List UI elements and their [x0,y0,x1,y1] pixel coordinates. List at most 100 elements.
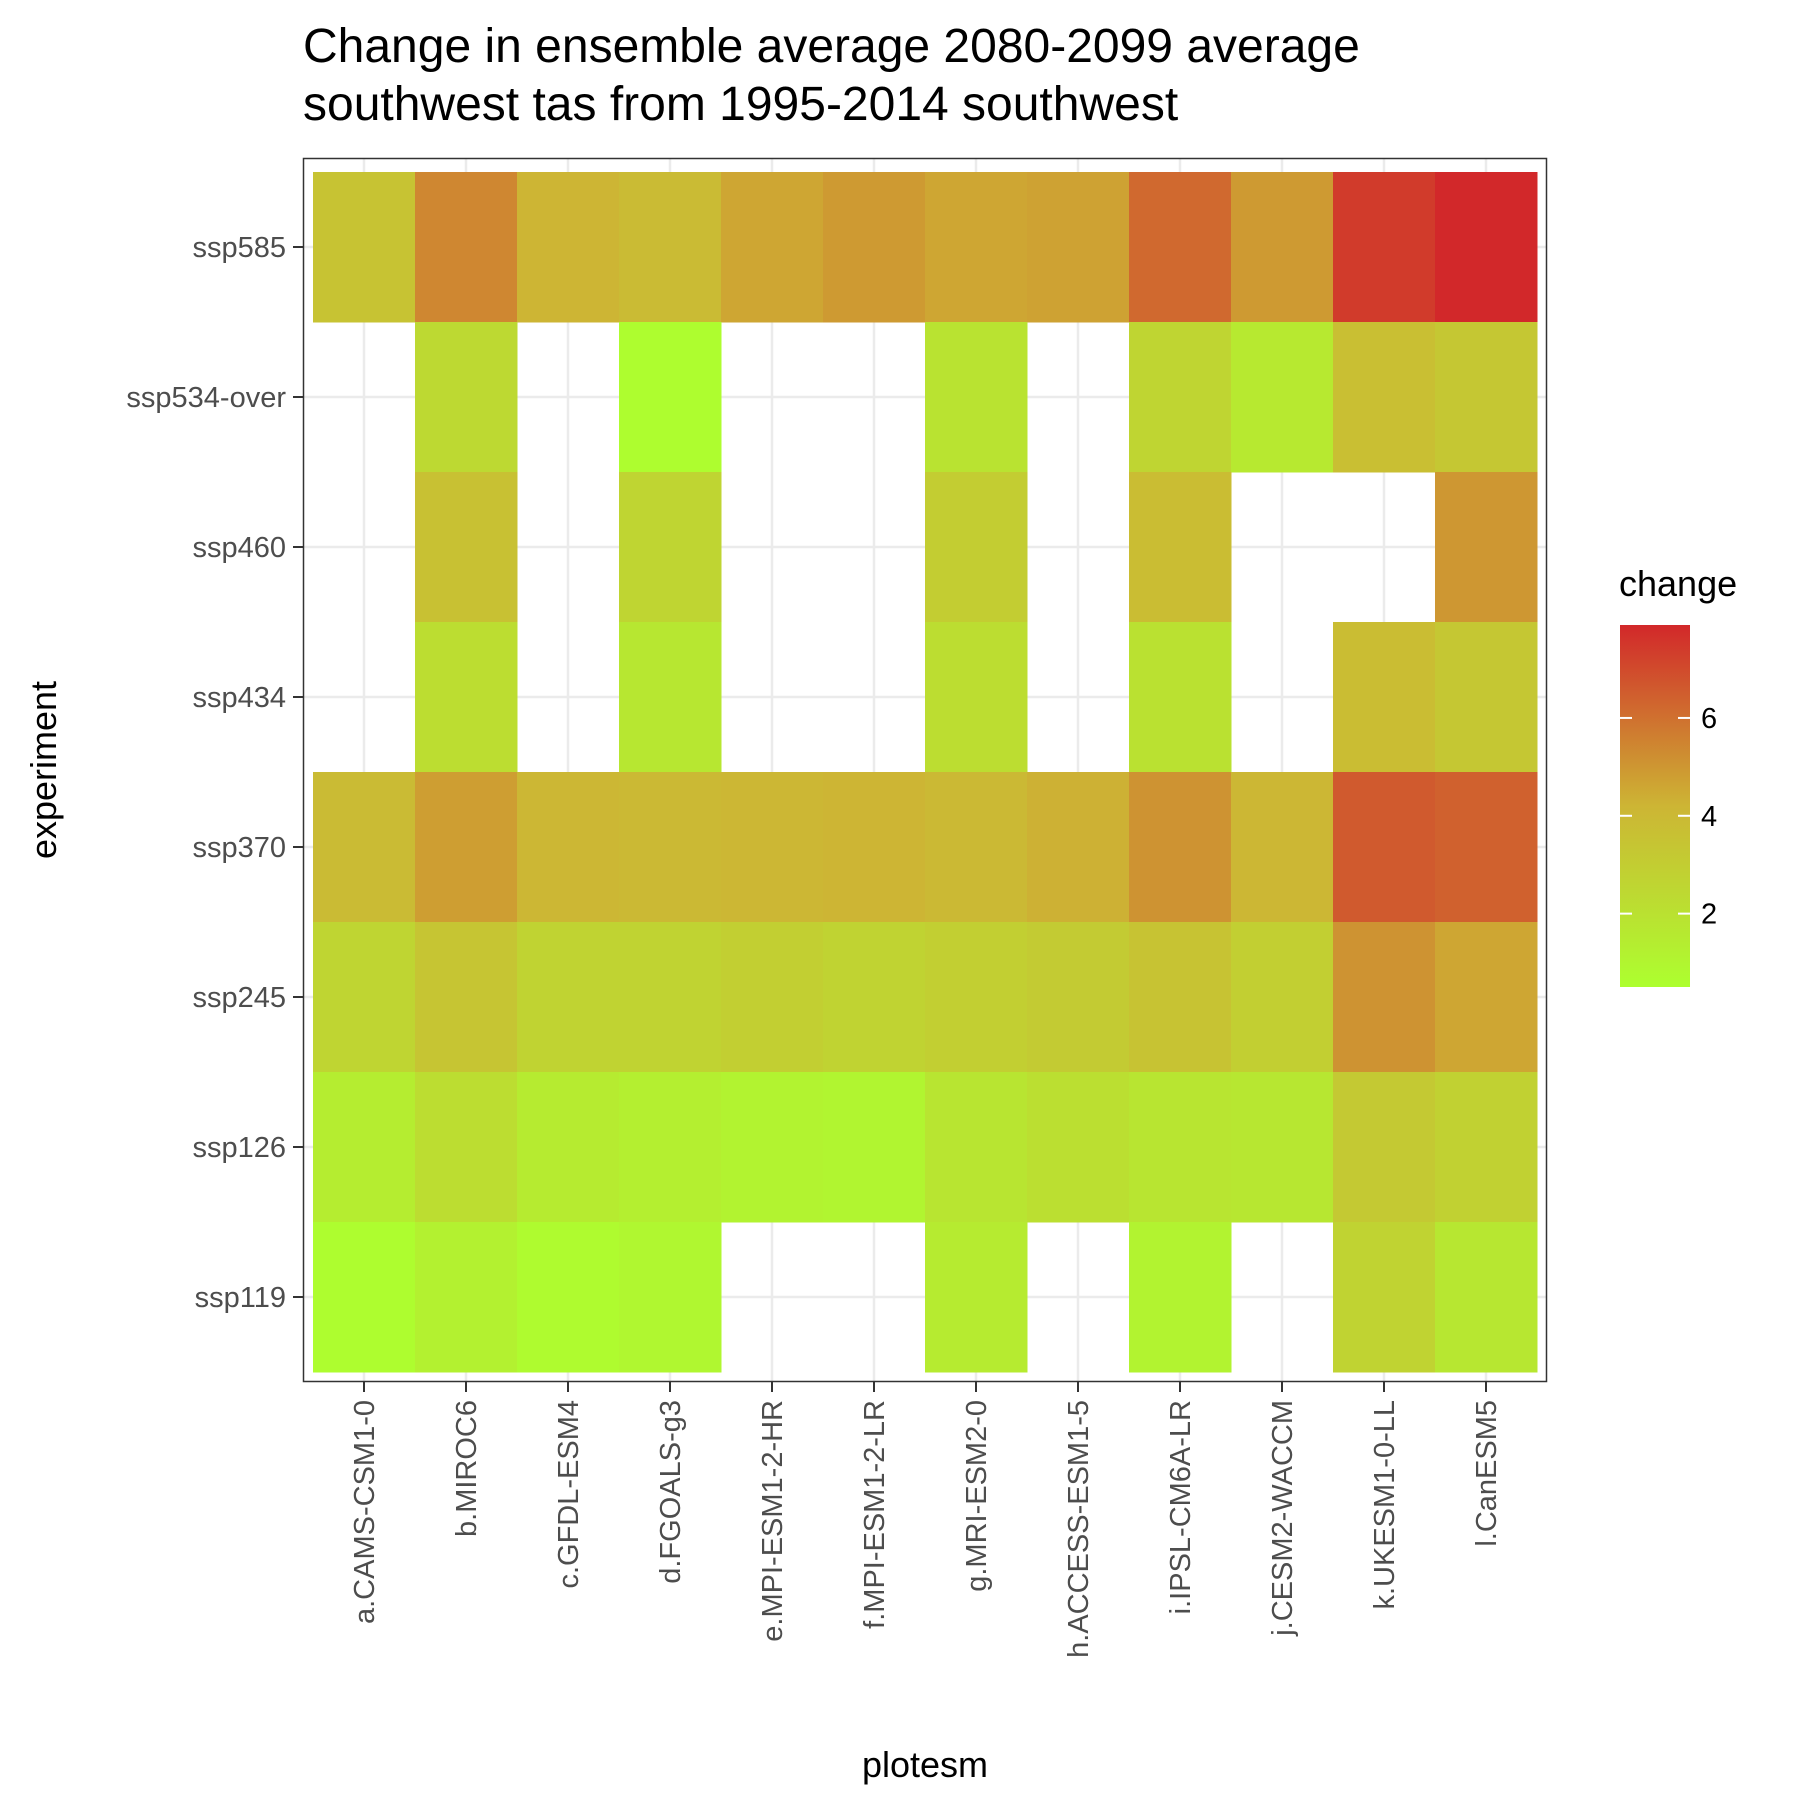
heatmap-cell [925,322,1028,473]
heatmap-cell [415,322,518,473]
heatmap-cell [721,922,824,1073]
heatmap-cell [925,922,1028,1073]
y-tick-label: ssp534-over [126,382,286,414]
x-tick-label: f.MPI-ESM1-2-LR [859,1400,891,1629]
heatmap-cell [1435,622,1538,773]
heatmap-cell [1129,1072,1232,1223]
x-tick-label: d.FGOALS-g3 [655,1400,687,1584]
heatmap-cell [313,1222,416,1373]
heatmap-cell [415,1072,518,1223]
heatmap-cell [1435,1222,1538,1373]
heatmap-cell [313,1072,416,1223]
heatmap-cell [1333,322,1436,473]
heatmap-cell [1435,922,1538,1073]
heatmap-cell [1027,772,1130,923]
legend-ticks: 2 4 6 [1620,703,1717,931]
heatmap-cell [1333,622,1436,773]
heatmap-cells [313,172,1538,1373]
chart-title-line-2: southwest tas from 1995-2014 southwest [303,78,1178,131]
y-tick-label: ssp434 [192,682,286,714]
heatmap-cell [415,1222,518,1373]
heatmap-cell [1129,922,1232,1073]
heatmap-cell [415,472,518,623]
heatmap-cell [721,172,824,323]
panel-border [302,157,1548,1383]
heatmap-cell [823,1072,926,1223]
heatmap-cell [619,322,722,473]
x-tick-label: i.IPSL-CM6A-LR [1165,1400,1197,1614]
heatmap-cell [1027,922,1130,1073]
heatmap-cell [1231,322,1334,473]
heatmap-cell [721,772,824,923]
y-axis-title: experiment [23,681,64,859]
heatmap-cell [517,172,620,323]
heatmap-cell [1333,172,1436,323]
heatmap-cell [1333,772,1436,923]
x-tick-label: h.ACCESS-ESM1-5 [1063,1400,1095,1658]
heatmap-cell [721,1072,824,1223]
y-axis: ssp585 ssp534-over ssp460 ssp434 ssp370 ssp24… [126,232,303,1314]
heatmap-cell [1129,172,1232,323]
heatmap-cell [1129,472,1232,623]
heatmap-cell [517,922,620,1073]
legend-tick-label: 6 [1701,703,1717,735]
heatmap-cell [925,472,1028,623]
heatmap-cell [925,172,1028,323]
heatmap-cell [1435,322,1538,473]
heatmap-cell [619,922,722,1073]
heatmap-cell [1435,772,1538,923]
y-tick-label: ssp460 [192,532,286,564]
heatmap-cell [1435,472,1538,623]
heatmap-cell [415,622,518,773]
heatmap-cell [1333,1072,1436,1223]
heatmap-cell [1231,172,1334,323]
heatmap-cell [415,922,518,1073]
heatmap-cell [415,172,518,323]
x-tick-label: e.MPI-ESM1-2-HR [757,1400,789,1642]
heatmap-cell [925,1072,1028,1223]
heatmap-cell [313,922,416,1073]
heatmap-cell [619,472,722,623]
heatmap-cell [1231,1072,1334,1223]
y-tick-label: ssp126 [192,1132,286,1164]
heatmap-cell [1129,622,1232,773]
y-tick-label: ssp585 [192,232,286,264]
heatmap-cell [619,772,722,923]
legend: change 2 4 6 [1619,563,1737,987]
y-tick-label: ssp245 [192,982,286,1014]
heatmap-cell [1333,922,1436,1073]
heatmap-cell [1333,1222,1436,1373]
x-tick-label: b.MIROC6 [451,1400,483,1537]
heatmap-cell [1027,172,1130,323]
y-tick-label: ssp119 [195,1282,286,1314]
heatmap-cell [823,922,926,1073]
x-tick-label: l.CanESM5 [1471,1400,1503,1547]
x-tick-label: g.MRI-ESM2-0 [961,1400,993,1592]
heatmap-cell [517,1222,620,1373]
heatmap-cell [1231,772,1334,923]
y-tick-label: ssp370 [192,832,286,864]
heatmap-cell [1027,1072,1130,1223]
x-tick-label: j.CESM2-WACCM [1267,1400,1299,1637]
legend-tick-label: 4 [1701,801,1717,833]
heatmap-cell [517,1072,620,1223]
heatmap-cell [619,1222,722,1373]
chart-title-line-1: Change in ensemble average 2080-2099 ave… [303,20,1360,73]
heatmap-cell [1129,1222,1232,1373]
legend-title: change [1619,563,1737,604]
x-axis: a.CAMS-CSM1-0 b.MIROC6 c.GFDL-ESM4 d.FGOALS… [349,1382,1503,1658]
heatmap-cell [313,772,416,923]
heatmap-cell [619,172,722,323]
heatmap-cell [1129,322,1232,473]
heatmap-cell [1435,1072,1538,1223]
heatmap-cell [619,1072,722,1223]
heatmap-cell [1129,772,1232,923]
heatmap-cell [823,772,926,923]
heatmap-cell [823,172,926,323]
heatmap-cell [1435,172,1538,323]
x-tick-label: a.CAMS-CSM1-0 [349,1400,381,1624]
x-axis-title: plotesm [862,1744,988,1785]
heatmap-cell [517,772,620,923]
